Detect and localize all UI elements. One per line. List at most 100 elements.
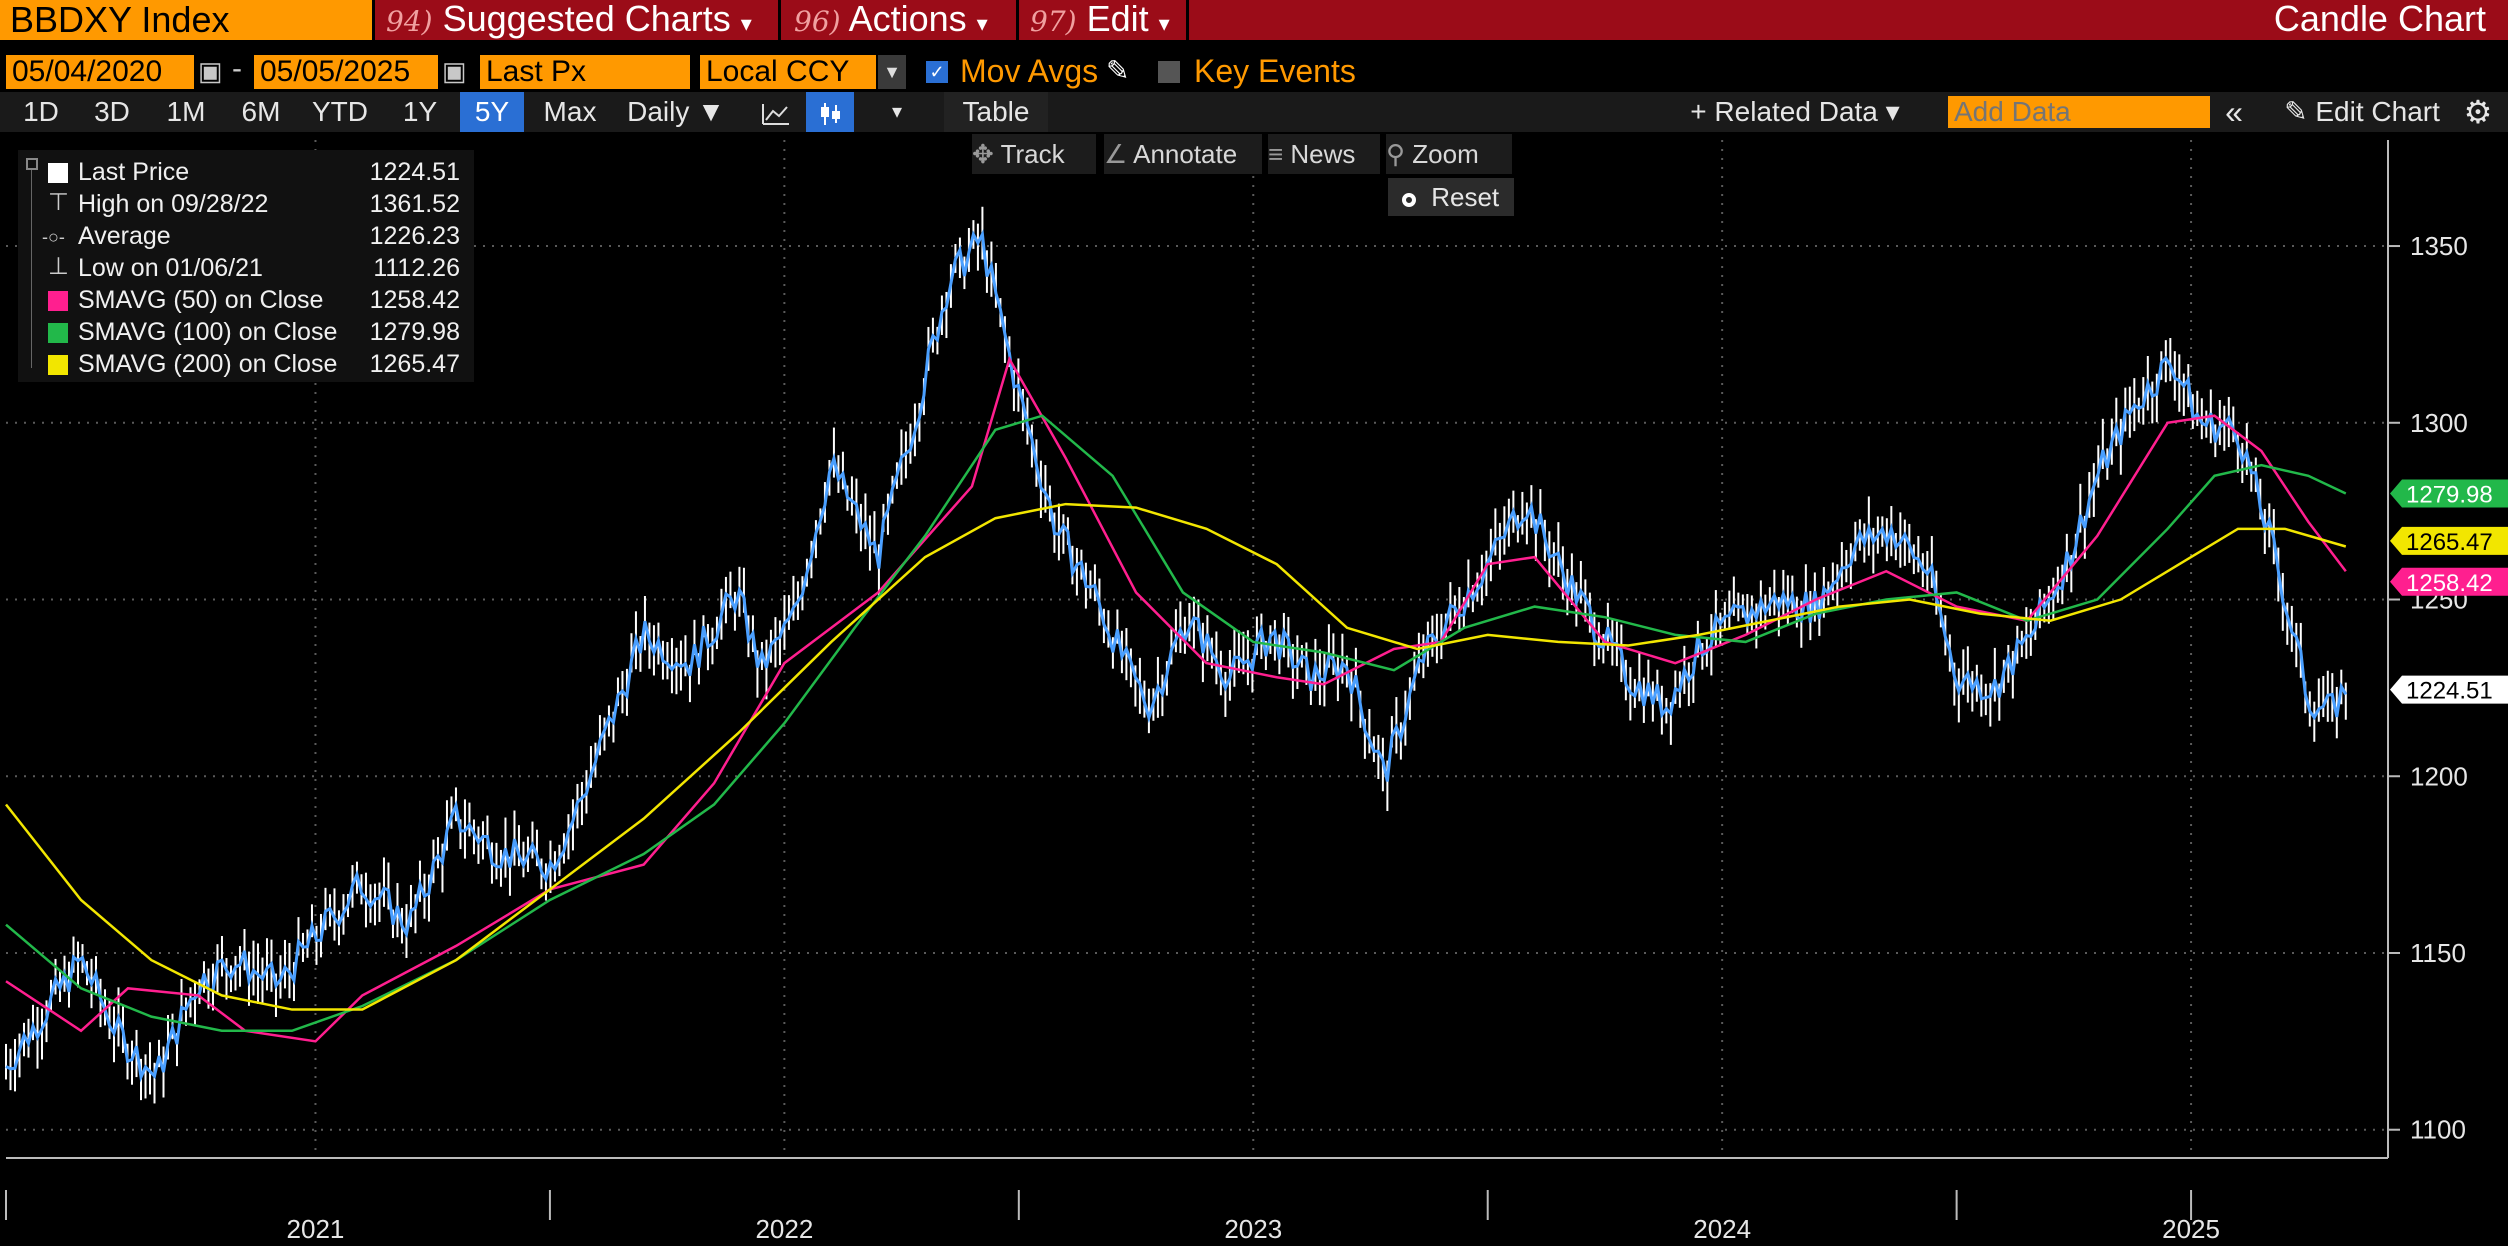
- start-date-field[interactable]: 05/04/2020: [6, 55, 194, 89]
- divider: [372, 0, 375, 40]
- reset-label: Reset: [1431, 182, 1500, 212]
- last-price-line: [5, 229, 2348, 1083]
- related-data-menu[interactable]: + Related Data ▾: [1690, 96, 1900, 127]
- end-label-flag: [2390, 526, 2508, 555]
- period-6m[interactable]: 6M: [241, 96, 281, 127]
- end-label-smavg-200: 1265.47: [2390, 526, 2508, 556]
- gear-icon[interactable]: ⚙: [2463, 94, 2493, 130]
- dropdown-icon[interactable]: ▾: [891, 101, 903, 123]
- end-label-text: 1224.51: [2406, 678, 2493, 705]
- period-3d[interactable]: 3D: [94, 96, 130, 127]
- annotate-tool[interactable]: ∠ Annotate: [1104, 134, 1262, 174]
- menu-label: Suggested Charts: [442, 0, 731, 39]
- edit-chart-button[interactable]: ✎ Edit Chart: [2262, 92, 2462, 132]
- end-date-field[interactable]: 05/05/2025: [254, 55, 438, 89]
- key-events-checkbox[interactable]: [1158, 61, 1180, 83]
- legend-name: High on 09/28/22: [78, 190, 269, 218]
- menu-number: 96): [794, 5, 841, 38]
- legend-name: SMAVG (50) on Close: [78, 286, 324, 314]
- legend-swatch: [48, 163, 68, 183]
- legend-name: Average: [78, 222, 171, 250]
- add-data-box: [1948, 96, 2210, 128]
- divider: [1186, 0, 1189, 40]
- zoom-tool[interactable]: ⚲ Zoom: [1386, 134, 1512, 174]
- legend-name: SMAVG (200) on Close: [78, 350, 338, 378]
- mov-avgs-checkbox[interactable]: ✓: [926, 61, 948, 83]
- legend-name: SMAVG (100) on Close: [78, 318, 338, 346]
- legend-value: 1361.52: [369, 190, 460, 218]
- news-tool[interactable]: ≡ News: [1268, 134, 1380, 174]
- period-5y[interactable]: 5Y: [460, 92, 524, 132]
- x-tick-label: 2022: [755, 1214, 813, 1244]
- edit-menu[interactable]: 97) Edit ▾: [1030, 0, 1170, 40]
- legend-value: 1265.47: [369, 350, 460, 378]
- legend-smavg-200[interactable]: SMAVG (200) on Close 1265.47: [18, 348, 474, 380]
- candle-chart-icon[interactable]: [806, 92, 854, 132]
- annotate-icon: ∠: [1104, 139, 1128, 169]
- legend-average[interactable]: -○- Average 1226.23: [18, 220, 474, 252]
- calendar-icon[interactable]: ▣: [442, 56, 467, 86]
- end-label-smavg-100: 1279.98: [2390, 479, 2508, 509]
- period-1d[interactable]: 1D: [23, 96, 59, 127]
- line-chart-icon[interactable]: [752, 92, 800, 132]
- edit-chart-label: Edit Chart: [2315, 96, 2440, 127]
- field-selector[interactable]: Last Px: [480, 55, 690, 89]
- end-label-flag: [2390, 479, 2508, 508]
- end-label-text: 1279.98: [2406, 482, 2493, 509]
- news-label: News: [1290, 139, 1356, 169]
- x-tick-label: 2024: [1693, 1214, 1751, 1244]
- legend-smavg-100[interactable]: SMAVG (100) on Close 1279.98: [18, 316, 474, 348]
- frequency-dropdown[interactable]: Daily ▼: [627, 96, 725, 127]
- table-button[interactable]: Table: [944, 92, 1048, 132]
- period-1y[interactable]: 1Y: [402, 96, 438, 127]
- legend-high[interactable]: ⊤ High on 09/28/22 1361.52: [18, 188, 474, 220]
- chart-type-label: Candle Chart: [2273, 0, 2486, 39]
- track-label: Track: [1000, 139, 1065, 169]
- low-marker-icon: ⊥: [48, 253, 69, 280]
- end-label-smavg-50: 1258.42: [2390, 567, 2508, 597]
- menu-label: Edit: [1086, 0, 1149, 39]
- x-tick-label: 2021: [287, 1214, 345, 1244]
- chevron-down-icon: ▾: [1158, 11, 1170, 36]
- zoom-label: Zoom: [1412, 139, 1479, 169]
- zoom-icon: ⚲: [1386, 139, 1406, 169]
- legend-value: 1224.51: [369, 158, 460, 186]
- average-marker-icon: -○-: [42, 227, 65, 247]
- chart-legend: Last Price 1224.51 ⊤ High on 09/28/22 13…: [18, 150, 474, 382]
- collapse-icon[interactable]: «: [2225, 94, 2243, 130]
- menu-label: Actions: [848, 0, 967, 39]
- suggested-charts-menu[interactable]: 94) Suggested Charts ▾: [386, 0, 752, 40]
- menu-number: 97): [1030, 5, 1077, 38]
- chevron-down-icon[interactable]: ▼: [878, 55, 906, 89]
- period-ytd[interactable]: YTD: [312, 96, 368, 127]
- end-label-text: 1265.47: [2406, 529, 2493, 556]
- legend-low[interactable]: ⊥ Low on 01/06/21 1112.26: [18, 252, 474, 284]
- crosshair-icon: ✥: [972, 139, 994, 169]
- legend-last-price[interactable]: Last Price 1224.51: [18, 156, 474, 188]
- ticker-input[interactable]: BBDXY Index: [0, 0, 372, 40]
- legend-value: 1258.42: [369, 286, 460, 314]
- period-max[interactable]: Max: [543, 96, 597, 127]
- track-tool[interactable]: ✥ Track: [972, 134, 1096, 174]
- collapse-legend-icon[interactable]: [26, 158, 38, 170]
- divider: [778, 0, 781, 40]
- end-label-last-price: 1224.51: [2390, 675, 2508, 705]
- reset-button[interactable]: Reset: [1388, 178, 1514, 216]
- legend-swatch: [48, 355, 68, 375]
- period-1m[interactable]: 1M: [166, 96, 206, 127]
- y-tick-label: 1150: [2410, 938, 2466, 968]
- pencil-icon[interactable]: ✎: [1106, 55, 1130, 86]
- add-data-input[interactable]: [1948, 96, 2210, 128]
- calendar-icon[interactable]: ▣: [198, 56, 223, 86]
- legend-tree-line: [31, 170, 32, 368]
- candle-chart-icon-glyph: [821, 102, 840, 125]
- legend-smavg-50[interactable]: SMAVG (50) on Close 1258.42: [18, 284, 474, 316]
- currency-selector[interactable]: Local CCY: [700, 55, 876, 89]
- high-marker-icon: ⊤: [48, 189, 69, 216]
- legend-value: 1279.98: [369, 318, 460, 346]
- y-tick-label: 1100: [2410, 1115, 2466, 1145]
- end-label-flag: [2390, 675, 2508, 704]
- actions-menu[interactable]: 96) Actions ▾: [794, 0, 988, 40]
- end-label-flag: [2390, 567, 2508, 596]
